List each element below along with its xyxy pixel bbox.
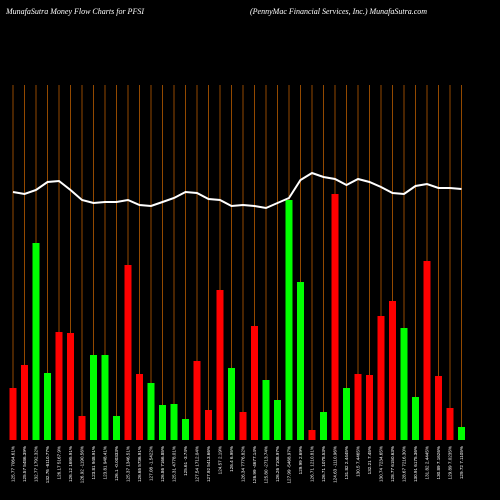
x-tick-label: 130.74 7234.65%: [379, 446, 384, 482]
bar: [9, 388, 17, 440]
x-tick-label: 130.5 7.4465%: [356, 446, 361, 477]
bar: [182, 419, 189, 440]
x-tick-label: 126.17 5167.9%: [57, 446, 62, 479]
bar: [170, 404, 178, 440]
bar: [44, 373, 51, 440]
bar: [262, 380, 270, 440]
x-tick-label: 126.71 1078.53%: [321, 446, 326, 482]
x-tick-label: 129.89 7.0235%: [448, 446, 453, 479]
bar: [377, 316, 385, 440]
bar: [21, 365, 28, 440]
bar: [216, 290, 224, 440]
money-flow-line: [12, 171, 462, 210]
x-tick-label: 130.89 7.1626%: [436, 446, 441, 479]
bar: [193, 361, 201, 440]
x-tick-label: 131.82 2.4445%: [425, 446, 430, 479]
x-tick-label: 126.4 6.95%: [229, 446, 234, 472]
bar: [354, 374, 362, 440]
x-tick-label: 131.82 2.4445%: [344, 446, 349, 479]
bar: [308, 430, 316, 440]
x-tick-label: 126.34 7776.82%: [241, 446, 246, 482]
x-tick-label: 128.67 7216.30%: [402, 446, 407, 482]
bar: [389, 301, 396, 440]
x-tick-label: 127.54 1712.04%: [195, 446, 200, 482]
x-tick-label: 123.81 948.41%: [103, 446, 108, 479]
x-tick-label: 126.12 1695.91%: [68, 446, 73, 482]
bar: [147, 383, 155, 440]
bar: [366, 375, 373, 440]
bar: [55, 332, 63, 440]
bar: [136, 374, 143, 440]
x-tick-label: 126.65 5736.91%: [137, 446, 142, 482]
bar: [400, 328, 408, 440]
bar: [343, 388, 350, 440]
x-tick-label: 125.80 -2713.74%: [264, 446, 269, 484]
x-tick-label: 125.37 1346.51%: [126, 446, 131, 482]
x-tick-label: 132.77 1792.32%: [34, 446, 39, 482]
bar: [331, 194, 339, 440]
x-tick-label: 126.71 1210.81%: [310, 446, 315, 482]
bar: [446, 408, 454, 440]
bar: [297, 282, 304, 440]
x-tick-label: 127.99 -5468.97%: [287, 446, 292, 484]
x-tick-label: 125.77 7064.61%: [11, 446, 16, 482]
bar: [205, 410, 212, 440]
x-tick-label: 125.61 -3.74%: [183, 446, 188, 476]
bar: [159, 405, 166, 440]
bar: [228, 368, 235, 440]
bar: [67, 333, 74, 440]
bar: [32, 243, 40, 440]
x-tick-label: 125.57 5486.39%: [22, 446, 27, 482]
x-tick-label: 126.26 7108.97%: [275, 446, 280, 482]
x-tick-label: 129.99 2.69%: [298, 446, 303, 474]
x-tick-label: 124.63 -1110.96%: [333, 446, 338, 483]
x-tick-label: 130.91 6175.36%: [413, 446, 418, 482]
x-tick-label: 126.92 -1190.56%: [80, 446, 85, 483]
bar: [113, 416, 120, 440]
bar: [101, 355, 109, 440]
x-tick-label: 124.57 2.19%: [218, 446, 223, 474]
x-tick-label: 127.08 -1.5422%: [149, 446, 154, 481]
bar: [320, 412, 327, 440]
chart-title: MunafaSutra Money Flow Charts for PFSI: [5, 7, 144, 16]
x-tick-label: 128.77 6150.63%: [390, 446, 395, 482]
bar: [412, 397, 419, 440]
x-tick-label: 132.76 -6110.77%: [45, 446, 50, 483]
x-tick-label: 126.99 -4677.14%: [252, 446, 257, 484]
x-tick-label: 132.21 7.45%: [367, 446, 372, 474]
x-tick-label: 126.1 -0.00333%: [114, 446, 119, 481]
bar: [251, 326, 258, 440]
x-tick-label: 126.86 7166.85%: [160, 446, 165, 482]
x-tick-label: 123.81 948.91%: [91, 446, 96, 479]
bar: [423, 261, 431, 440]
bar: [274, 400, 281, 440]
x-tick-label: 127.92 5413.66%: [206, 446, 211, 482]
bar: [458, 427, 465, 440]
bar: [239, 412, 247, 440]
bar: [124, 265, 132, 440]
x-tick-label: 125.31 4778.01%: [172, 446, 177, 482]
chart-subtitle: (PennyMac Financial Services, Inc.) Muna…: [250, 7, 427, 16]
bar: [285, 200, 293, 440]
bar: [435, 376, 442, 440]
x-tick-label: 129.72 7.1105%: [459, 446, 464, 479]
bar: [78, 416, 86, 440]
bar: [90, 355, 97, 440]
